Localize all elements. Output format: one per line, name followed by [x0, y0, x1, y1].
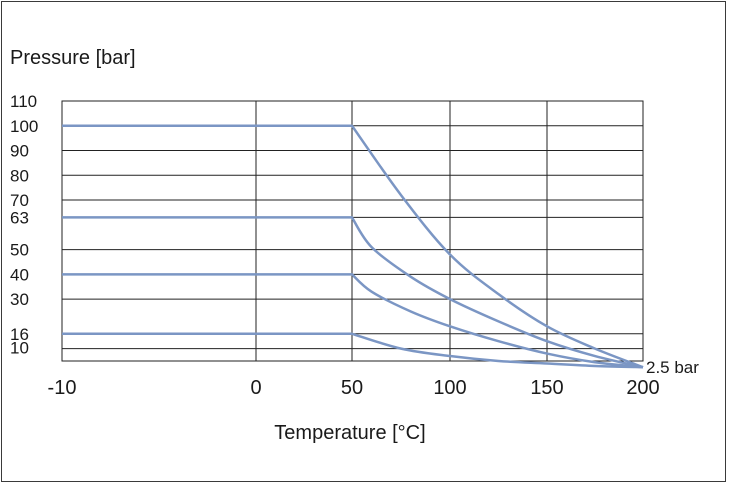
x-tick-label: 150 — [530, 377, 563, 399]
y-tick-label: 16 — [10, 325, 29, 344]
x-tick-label: 50 — [341, 377, 363, 399]
y-tick-label: 70 — [10, 191, 29, 210]
grid — [61, 100, 644, 362]
y-tick-label: 40 — [10, 265, 29, 284]
series-group — [62, 124, 644, 369]
y-tick-label: 80 — [10, 166, 29, 185]
y-tick-label: 63 — [10, 208, 29, 227]
x-tick-label: 200 — [626, 377, 659, 399]
series-line-3 — [62, 273, 644, 369]
y-tick-label: 50 — [10, 241, 29, 260]
series-line-1 — [62, 124, 644, 369]
y-tick-label: 100 — [10, 117, 38, 136]
end-annotation: 2.5 bar — [646, 358, 699, 377]
x-tick-label: -10 — [48, 377, 77, 399]
y-tick-label: 30 — [10, 290, 29, 309]
series-line-2 — [62, 216, 644, 369]
x-tick-label: 0 — [250, 377, 261, 399]
x-tick-labels: -10 0 50 100 150 200 — [48, 377, 660, 399]
y-tick-label: 110 — [10, 92, 37, 111]
y-axis-label: Pressure [bar] — [10, 47, 136, 69]
series-line-4 — [62, 332, 644, 369]
x-axis-label: Temperature [°C] — [274, 422, 425, 444]
x-tick-label: 100 — [433, 377, 466, 399]
y-tick-label: 10 — [10, 339, 29, 358]
y-tick-label: 90 — [10, 142, 29, 161]
